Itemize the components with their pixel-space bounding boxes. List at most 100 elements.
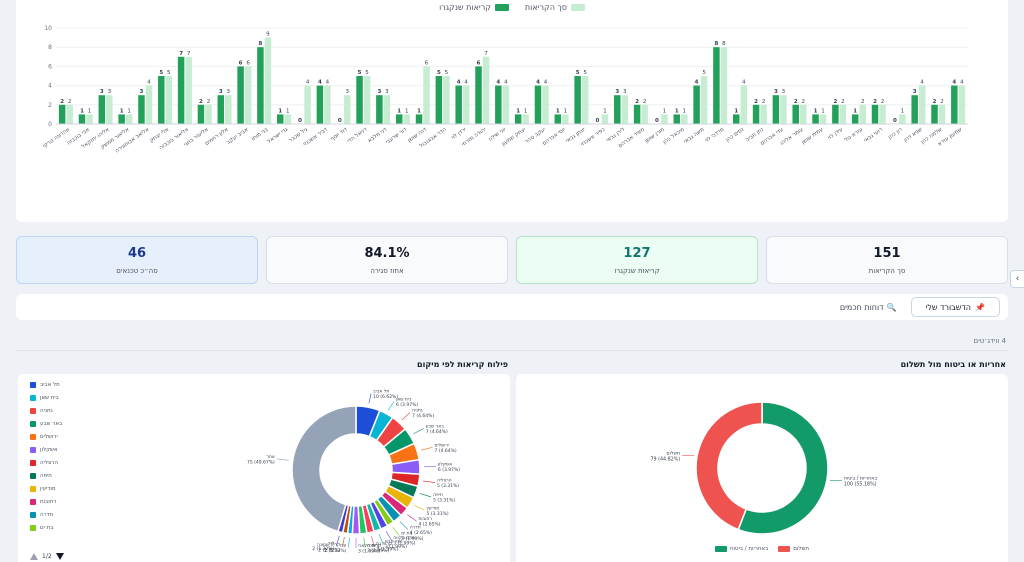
bar-value-label: 1 — [814, 108, 818, 114]
bar-value-label: 1 — [853, 108, 857, 114]
x-category-label: מיכאל כהן — [662, 126, 686, 146]
bar-value-label: 0 — [338, 118, 342, 124]
my-dashboard-button[interactable]: 📌 הדשבורד שלי — [910, 297, 1000, 317]
bar-received — [772, 95, 780, 124]
bar-value-label: 4 — [464, 80, 468, 86]
location-legend-item[interactable]: חיפה — [30, 469, 90, 482]
location-legend-swatch — [30, 381, 36, 388]
donut-slice — [291, 405, 357, 533]
location-legend-item[interactable]: תל אביב — [30, 378, 90, 391]
location-legend-label: אשקלון — [40, 446, 58, 453]
bar-received — [951, 85, 958, 124]
bar-value-label: 4 — [457, 80, 461, 86]
bar-received — [475, 66, 482, 124]
location-legend-label: הרצליה — [40, 459, 58, 466]
smart-reports-link[interactable]: 🔍 דוחות חכמים — [840, 303, 897, 312]
bar-value-label: 1 — [88, 108, 92, 114]
bar-value-label: 4 — [536, 80, 540, 86]
payment-legend-item-paid[interactable]: תשלום — [778, 546, 809, 552]
slice-label: תל אביב — [373, 389, 389, 394]
location-legend-item[interactable]: חדרה — [30, 508, 90, 521]
location-legend-item[interactable]: באר שבע — [30, 417, 90, 430]
location-legend-item[interactable]: נתניה — [30, 404, 90, 417]
bar-received — [812, 114, 819, 124]
location-legend-item[interactable]: רחובות — [30, 495, 90, 508]
bar-value-label: 3 — [227, 89, 231, 95]
slice-value-label: 7 (4.64%) — [412, 413, 434, 419]
slice-value-label: 2 (1.32%) — [324, 548, 346, 554]
bar-received — [415, 114, 423, 124]
bar-value-label: 5 — [583, 70, 587, 76]
bar-value-label: 3 — [108, 89, 112, 95]
location-legend-item[interactable]: הרצליה — [30, 456, 90, 469]
slice-label: אחר — [266, 455, 275, 460]
y-tick-label: 2 — [48, 102, 52, 109]
slice-label: לוד — [328, 542, 335, 547]
bar-value-label: 3 — [913, 89, 917, 95]
location-legend-label: נתניה — [40, 407, 53, 414]
payment-legend-item-warranty[interactable]: באחריות / ביטוח — [714, 546, 768, 552]
bar-value-label: 1 — [901, 108, 905, 114]
bar-value-label: 3 — [782, 89, 786, 95]
bar-total — [324, 85, 331, 124]
bar-total — [700, 76, 708, 124]
bar-total — [720, 47, 728, 125]
x-category-label: אהרונה טרקי — [42, 127, 71, 150]
bar-total — [145, 85, 153, 124]
location-legend[interactable]: תל אביב בית שאן נתניה באר שבע ירושלים אשקלון ה… — [30, 378, 90, 534]
bar-received — [455, 85, 462, 124]
slice-leader — [414, 504, 425, 511]
slice-leader — [419, 493, 432, 498]
legend-item-received[interactable]: קריאות שנקגרו — [439, 3, 509, 12]
my-dashboard-label: הדשבורד שלי — [925, 302, 972, 312]
slice-label: נתניה — [412, 409, 423, 414]
slice-label: ירושלים — [435, 443, 450, 448]
x-category-label: נסים כהן — [725, 127, 745, 144]
location-legend-item[interactable]: ירושלים — [30, 430, 90, 443]
location-legend-item[interactable]: מודיעין — [30, 482, 90, 495]
stat-card-total-calls: 151 סך הקריאות — [766, 236, 1008, 284]
bar-value-label: 3 — [615, 89, 619, 95]
bar-received — [832, 104, 839, 124]
bar-total — [661, 114, 668, 124]
slice-label: באר שבע — [426, 424, 445, 429]
bar-value-label: 1 — [397, 108, 401, 114]
location-panel: תל אביב בית שאן נתניה באר שבע ירושלים אשקלון ה… — [18, 374, 510, 562]
bar-chart-legend[interactable]: סך הקריאות קריאות שנקגרו — [16, 3, 1008, 12]
slice-value-label: 4 (2.65%) — [410, 530, 432, 536]
stat-label-closed-calls: קריאות שנקגרו — [614, 266, 660, 275]
pager-up-icon[interactable] — [30, 553, 38, 560]
bar-value-label: 2 — [833, 99, 837, 105]
bar-total — [681, 114, 688, 124]
location-legend-swatch — [30, 472, 36, 479]
bar-value-label: 2 — [754, 99, 758, 105]
bar-total — [522, 114, 529, 124]
bar-value-label: 7 — [179, 51, 183, 57]
bar-total — [958, 85, 966, 124]
bar-value-label: 1 — [80, 108, 84, 114]
stat-value-closed-calls: 127 — [623, 245, 651, 261]
legend-label-received: קריאות שנקגרו — [439, 3, 491, 12]
payment-legend[interactable]: באחריות / ביטוח תשלום — [516, 546, 1008, 552]
location-legend-item[interactable]: אשקלון — [30, 443, 90, 456]
location-legend-item[interactable]: בת ים — [30, 521, 90, 534]
bar-total — [641, 104, 648, 124]
sidebar-collapse-button[interactable]: ‹ — [1010, 270, 1024, 288]
bar-total — [502, 85, 510, 124]
x-category-label: גדי ישראל — [266, 125, 290, 145]
location-legend-item[interactable]: בית שאן — [30, 391, 90, 404]
legend-item-total[interactable]: סך הקריאות — [525, 3, 585, 12]
bar-total — [542, 85, 549, 124]
x-category-label: אליאב אבוחצירה — [114, 126, 151, 155]
bar-value-label: 5 — [576, 70, 580, 76]
pager-down-icon[interactable] — [55, 553, 64, 560]
bar-value-label: 1 — [278, 108, 282, 114]
bar-value-label: 2 — [635, 99, 639, 105]
slice-label: עכו — [340, 544, 347, 549]
location-legend-label: באר שבע — [40, 420, 63, 427]
slice-value-label: 6 (3.97%) — [396, 402, 418, 408]
bar-received — [257, 47, 264, 125]
bar-received — [534, 85, 542, 124]
location-legend-swatch — [30, 485, 36, 492]
